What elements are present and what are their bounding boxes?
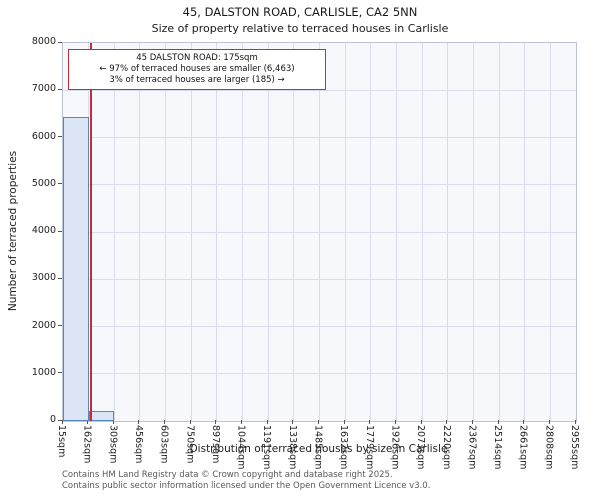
- footer-attribution-1: Contains HM Land Registry data © Crown c…: [62, 470, 393, 480]
- x-tick-label: 309sqm: [107, 425, 119, 464]
- x-tick-mark: [420, 420, 422, 424]
- x-tick-mark: [164, 420, 166, 424]
- plot-area: [62, 42, 577, 422]
- x-tick-mark: [369, 420, 371, 424]
- x-tick-mark: [241, 420, 243, 424]
- grid-line-vertical: [88, 43, 90, 421]
- x-tick-label: 456sqm: [132, 425, 144, 464]
- x-tick-label: 2073sqm: [415, 425, 427, 470]
- x-tick-label: 1044sqm: [235, 425, 247, 470]
- x-tick-mark: [574, 420, 576, 424]
- grid-line-vertical: [472, 43, 474, 421]
- x-tick-label: 1485sqm: [312, 425, 324, 470]
- x-tick-mark: [61, 420, 63, 424]
- x-tick-label: 162sqm: [81, 425, 93, 464]
- y-tick-label: 2000: [31, 319, 56, 331]
- x-tick-mark: [394, 420, 396, 424]
- x-tick-label: 1338sqm: [286, 425, 298, 470]
- chart-title: 45, DALSTON ROAD, CARLISLE, CA2 5NN: [182, 5, 418, 19]
- y-tick-mark: [58, 183, 62, 185]
- y-tick-label: 0: [49, 414, 56, 425]
- grid-line-vertical: [319, 43, 320, 421]
- x-tick-mark: [343, 420, 345, 424]
- x-tick-mark: [548, 420, 550, 424]
- x-tick-mark: [523, 420, 525, 424]
- x-tick-label: 1632sqm: [338, 425, 350, 470]
- y-tick-label: 1000: [31, 366, 56, 378]
- x-tick-label: 2367sqm: [466, 425, 478, 470]
- x-tick-mark: [471, 420, 473, 424]
- x-tick-label: 897sqm: [209, 425, 221, 464]
- grid-line-vertical: [447, 43, 449, 421]
- annotation-line-3: 3% of terraced houses are larger (185) →: [109, 75, 285, 86]
- annotation-box: 45 DALSTON ROAD: 175sqm ← 97% of terrace…: [68, 49, 326, 91]
- footer-attribution-2: Contains public sector information licen…: [62, 481, 431, 491]
- grid-line-vertical: [421, 43, 423, 421]
- property-marker-line: [89, 43, 92, 421]
- grid-line-vertical: [498, 43, 500, 421]
- y-tick-label: 3000: [31, 272, 56, 284]
- histogram-bar: [88, 410, 115, 421]
- x-tick-mark: [318, 420, 319, 424]
- grid-line-vertical: [549, 43, 551, 421]
- x-tick-mark: [215, 420, 217, 424]
- x-tick-mark: [292, 420, 294, 424]
- x-tick-label: 1926sqm: [389, 425, 401, 470]
- grid-line-vertical: [267, 43, 269, 421]
- grid-line-vertical: [344, 43, 346, 421]
- grid-line-vertical: [242, 43, 244, 421]
- y-tick-label: 4000: [31, 225, 56, 236]
- grid-line-vertical: [216, 43, 218, 421]
- grid-line-vertical: [165, 43, 167, 421]
- annotation-line-2: ← 97% of terraced houses are smaller (6,…: [99, 64, 295, 75]
- grid-line-vertical: [370, 43, 372, 421]
- y-tick-mark: [58, 41, 62, 43]
- x-tick-mark: [138, 420, 140, 424]
- y-tick-mark: [58, 277, 62, 279]
- x-tick-mark: [446, 420, 448, 424]
- x-tick-mark: [266, 420, 268, 424]
- y-tick-mark: [58, 325, 62, 326]
- y-tick-mark: [58, 230, 62, 232]
- x-tick-mark: [189, 420, 191, 424]
- x-tick-mark: [87, 420, 89, 424]
- y-tick-mark: [58, 136, 62, 137]
- x-tick-label: 2661sqm: [517, 425, 529, 470]
- x-tick-label: 1191sqm: [261, 425, 273, 470]
- histogram-bar: [63, 117, 89, 421]
- y-tick-label: 5000: [31, 177, 56, 189]
- y-tick-label: 6000: [31, 130, 56, 142]
- y-tick-mark: [58, 372, 62, 374]
- x-tick-label: 2955sqm: [569, 425, 580, 470]
- y-tick-label: 8000: [31, 36, 56, 47]
- grid-line-vertical: [113, 43, 115, 421]
- grid-line-vertical: [139, 43, 141, 421]
- grid-line-vertical: [395, 43, 397, 421]
- x-tick-label: 2514sqm: [492, 425, 504, 470]
- chart-subtitle: Size of property relative to terraced ho…: [151, 22, 449, 35]
- x-tick-label: 2220sqm: [440, 425, 452, 470]
- x-tick-label: 1779sqm: [363, 425, 375, 470]
- x-axis-label: Distribution of terraced houses by size …: [189, 443, 448, 455]
- y-tick-label: 7000: [31, 83, 56, 95]
- y-tick-mark: [58, 419, 62, 421]
- x-tick-label: 2808sqm: [543, 425, 555, 470]
- x-tick-mark: [497, 420, 499, 424]
- x-tick-mark: [112, 420, 114, 424]
- grid-line-vertical: [190, 43, 192, 421]
- x-tick-label: 15sqm: [56, 425, 67, 458]
- annotation-line-1: 45 DALSTON ROAD: 175sqm: [136, 53, 258, 63]
- grid-line-vertical: [524, 43, 526, 421]
- grid-line-vertical: [293, 43, 295, 421]
- x-tick-label: 750sqm: [184, 425, 196, 464]
- y-tick-mark: [58, 88, 62, 90]
- x-tick-label: 603sqm: [158, 425, 170, 464]
